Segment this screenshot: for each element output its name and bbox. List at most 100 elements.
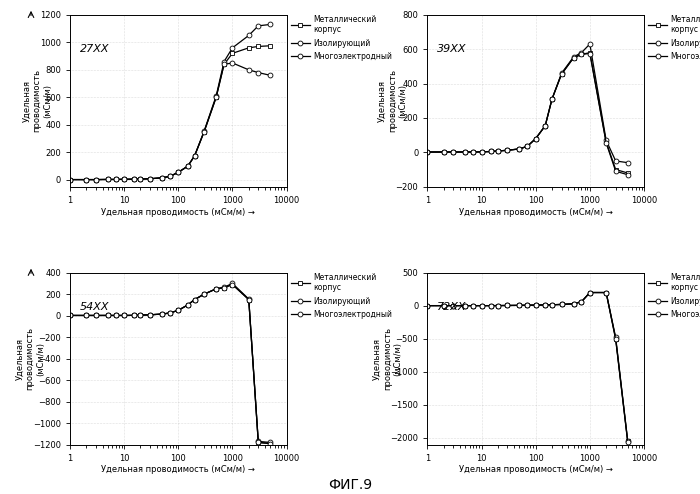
Изолирующий bbox=[158, 175, 166, 181]
Line: Изолирующий: Изолирующий bbox=[425, 41, 630, 165]
X-axis label: Удельная проводимость (мСм/м) →: Удельная проводимость (мСм/м) → bbox=[102, 207, 256, 216]
Text: 72XX: 72XX bbox=[437, 302, 466, 312]
Металлический
корпус bbox=[146, 176, 154, 182]
Многоэлектродный bbox=[523, 143, 531, 149]
Многоэлектродный bbox=[569, 55, 577, 61]
Line: Изолирующий: Изолирующий bbox=[425, 290, 630, 443]
Изолирующий bbox=[120, 313, 128, 319]
Изолирующий bbox=[92, 313, 100, 319]
Изолирующий bbox=[503, 147, 512, 153]
Изолирующий bbox=[612, 334, 620, 340]
Многоэлектродный bbox=[212, 94, 220, 100]
Многоэлектродный bbox=[541, 123, 550, 128]
Металлический
корпус bbox=[612, 166, 620, 172]
Изолирующий bbox=[541, 302, 550, 308]
Изолирующий bbox=[440, 303, 448, 309]
Изолирующий bbox=[174, 307, 183, 313]
Изолирующий bbox=[228, 45, 237, 51]
Y-axis label: Удельная
проводимость
(мСм/м): Удельная проводимость (мСм/м) bbox=[378, 69, 407, 132]
Изолирующий bbox=[166, 173, 174, 179]
Металлический
корпус bbox=[494, 303, 502, 309]
Изолирующий bbox=[183, 302, 192, 308]
Изолирующий bbox=[503, 302, 512, 308]
Legend: Металлический
корпус, Изолирующий, Многоэлектродный: Металлический корпус, Изолирующий, Много… bbox=[291, 273, 392, 319]
Многоэлектродный bbox=[548, 96, 556, 102]
Многоэлектродный bbox=[515, 302, 524, 308]
Изолирующий bbox=[469, 149, 477, 155]
Многоэлектродный bbox=[120, 176, 128, 182]
Изолирующий bbox=[266, 21, 274, 27]
Многоэлектродный bbox=[120, 313, 128, 319]
Многоэлектродный bbox=[146, 176, 154, 182]
Многоэлектродный bbox=[266, 441, 274, 447]
Металлический
корпус bbox=[624, 170, 632, 176]
Металлический
корпус bbox=[569, 55, 577, 61]
Металлический
корпус bbox=[130, 176, 138, 182]
Многоэлектродный bbox=[424, 149, 432, 155]
Изолирующий bbox=[136, 312, 145, 318]
Многоэлектродный bbox=[92, 177, 100, 183]
Изолирующий bbox=[146, 176, 154, 182]
X-axis label: Удельная проводимость (мСм/м) →: Удельная проводимость (мСм/м) → bbox=[458, 207, 612, 216]
Text: 27XX: 27XX bbox=[80, 44, 109, 54]
Металлический
корпус bbox=[461, 303, 470, 309]
Многоэлектродный bbox=[146, 312, 154, 318]
Многоэлектродный bbox=[578, 51, 586, 57]
Металлический
корпус bbox=[515, 302, 524, 308]
Металлический
корпус bbox=[531, 302, 540, 308]
Металлический
корпус bbox=[82, 177, 90, 183]
Многоэлектродный bbox=[624, 172, 632, 178]
Многоэлектродный bbox=[228, 60, 237, 66]
Text: 54XX: 54XX bbox=[80, 302, 109, 312]
Многоэлектродный bbox=[440, 303, 448, 309]
Legend: Металлический
корпус, Изолирующий, Многоэлектродный: Металлический корпус, Изолирующий, Много… bbox=[648, 15, 700, 61]
Металлический
корпус bbox=[477, 303, 486, 309]
Многоэлектродный bbox=[557, 301, 566, 307]
Изолирующий bbox=[602, 137, 610, 143]
Line: Многоэлектродный: Многоэлектродный bbox=[425, 51, 630, 177]
Металлический
корпус bbox=[624, 438, 632, 444]
Многоэлектродный bbox=[602, 289, 610, 295]
Металлический
корпус bbox=[254, 43, 262, 49]
Многоэлектродный bbox=[523, 302, 531, 308]
Металлический
корпус bbox=[461, 149, 470, 155]
Изолирующий bbox=[548, 302, 556, 308]
Line: Металлический
корпус: Металлический корпус bbox=[426, 290, 630, 444]
Изолирующий bbox=[531, 136, 540, 142]
Text: ФИГ.9: ФИГ.9 bbox=[328, 478, 372, 492]
Изолирующий bbox=[424, 149, 432, 155]
Металлический
корпус bbox=[449, 149, 457, 155]
Изолирующий bbox=[557, 70, 566, 76]
Металлический
корпус bbox=[174, 169, 183, 175]
Металлический
корпус bbox=[531, 136, 540, 142]
Металлический
корпус bbox=[469, 303, 477, 309]
Изолирующий bbox=[220, 59, 228, 65]
Металлический
корпус bbox=[92, 313, 100, 319]
Металлический
корпус bbox=[440, 149, 448, 155]
X-axis label: Удельная проводимость (мСм/м) →: Удельная проводимость (мСм/м) → bbox=[458, 465, 612, 474]
Изолирующий bbox=[477, 149, 486, 155]
Text: 39XX: 39XX bbox=[437, 44, 466, 54]
Line: Многоэлектродный: Многоэлектродный bbox=[425, 290, 630, 445]
Изолирующий bbox=[515, 302, 524, 308]
Металлический
корпус bbox=[548, 302, 556, 308]
Legend: Металлический
корпус, Изолирующий, Многоэлектродный: Металлический корпус, Изолирующий, Много… bbox=[648, 273, 700, 319]
Металлический
корпус bbox=[174, 307, 183, 313]
Изолирующий bbox=[200, 291, 209, 297]
Изолирующий bbox=[424, 303, 432, 309]
Изолирующий bbox=[440, 149, 448, 155]
Многоэлектродный bbox=[92, 313, 100, 319]
Металлический
корпус bbox=[487, 303, 496, 309]
Многоэлектродный bbox=[158, 311, 166, 317]
Изолирующий bbox=[487, 149, 496, 155]
Металлический
корпус bbox=[449, 303, 457, 309]
Многоэлектродный bbox=[82, 177, 90, 183]
Многоэлектродный bbox=[244, 67, 253, 73]
Многоэлектродный bbox=[469, 149, 477, 155]
Legend: Металлический
корпус, Изолирующий, Многоэлектродный: Металлический корпус, Изолирующий, Много… bbox=[291, 15, 392, 61]
Line: Многоэлектродный: Многоэлектродный bbox=[68, 282, 273, 446]
Многоэлектродный bbox=[266, 72, 274, 78]
Изолирующий bbox=[531, 302, 540, 308]
Изолирующий bbox=[469, 303, 477, 309]
Металлический
корпус bbox=[541, 123, 550, 128]
